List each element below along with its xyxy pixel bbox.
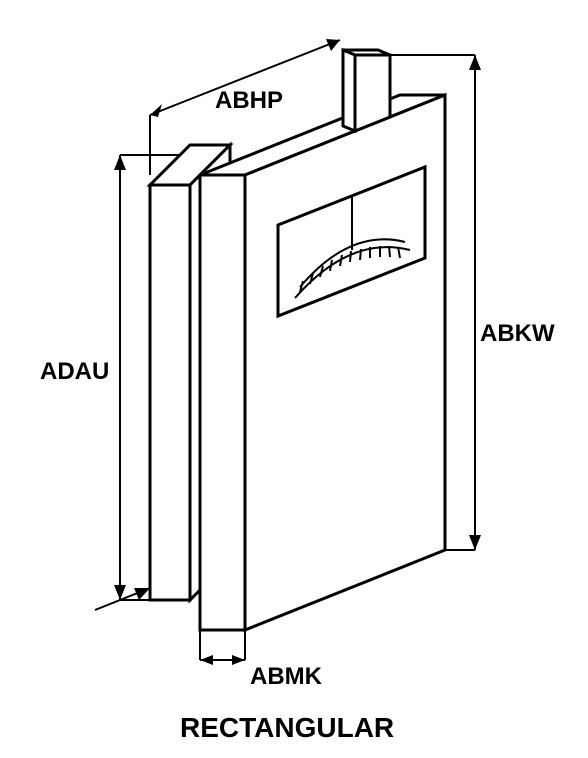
label-abkw: ABKW bbox=[480, 320, 555, 348]
label-adau: ADAU bbox=[40, 358, 109, 386]
label-abhp: ABHP bbox=[215, 87, 283, 115]
diagram-container: ABHP ADAU ABKW ABMK RECTANGULAR bbox=[0, 0, 588, 758]
top-tab bbox=[343, 50, 390, 131]
diagram-title: RECTANGULAR bbox=[180, 712, 394, 744]
dimension-abmk bbox=[200, 630, 245, 665]
label-abmk: ABMK bbox=[250, 663, 322, 691]
